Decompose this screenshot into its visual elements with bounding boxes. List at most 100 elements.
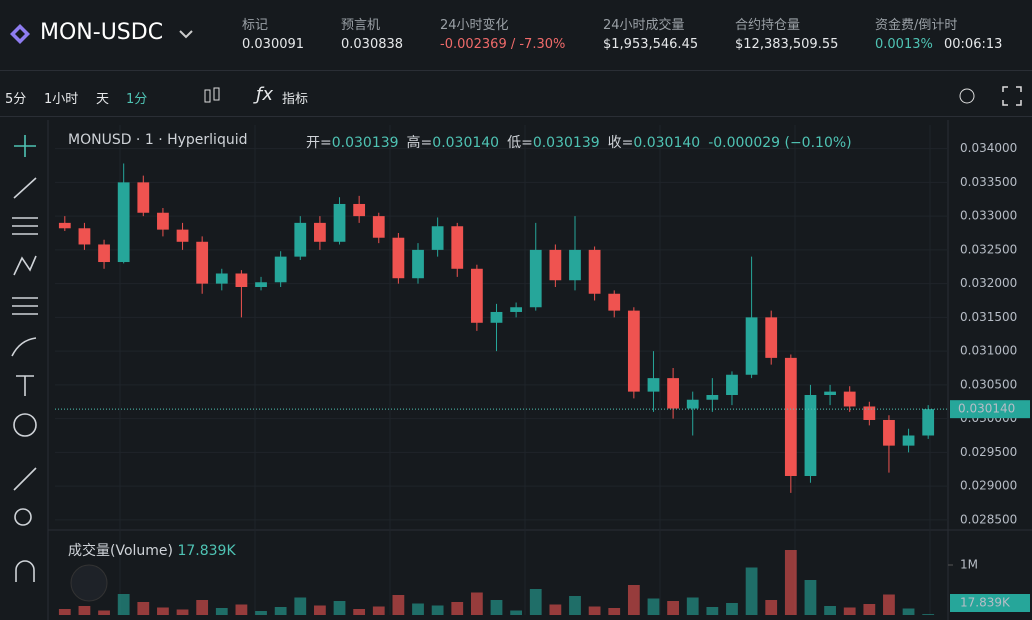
legend-name: MONUSD · 1 · Hyperliquid — [68, 132, 248, 148]
symbol-dropdown[interactable] — [178, 27, 194, 41]
header: MON-USDC 标记 0.030091 预言机 0.030838 24小时变化 -0.0… — [0, 0, 1032, 71]
volume-bar — [117, 594, 130, 615]
candle-body — [549, 249, 562, 281]
fx-icon[interactable]: ƒx — [256, 84, 273, 105]
magnet-tool[interactable] — [15, 560, 35, 582]
y-tick-label: 0.029000 — [960, 479, 1017, 493]
last-volume-label: 17.839K — [960, 596, 1011, 610]
volume-bar — [333, 601, 346, 615]
candle-body — [255, 282, 267, 287]
toolbar: 5分 1小时 天 1分 ƒx 指标 — [0, 76, 1032, 117]
brush-tool[interactable] — [11, 337, 37, 357]
volume-bar — [372, 606, 385, 615]
candle-body — [804, 395, 817, 476]
volume-bar — [78, 606, 91, 615]
candle-body — [176, 229, 189, 242]
indicators[interactable]: 指标 — [282, 92, 309, 107]
volume-bar — [157, 607, 169, 615]
volume-bar — [235, 604, 248, 615]
candle-body — [235, 273, 248, 287]
stat-label: 24小时成交量 — [603, 18, 685, 33]
interval[interactable]: 1小时 — [44, 92, 79, 107]
stat-value: -0.002369 / -7.30% — [440, 37, 566, 52]
emoji-tool[interactable] — [13, 413, 37, 437]
text-tool[interactable] — [16, 375, 34, 396]
y-tick-label: 0.029500 — [960, 445, 1017, 459]
candle-body — [883, 419, 895, 446]
line-tool[interactable] — [13, 177, 37, 199]
symbol[interactable]: MON-USDC — [40, 20, 164, 45]
volume-bar — [196, 600, 209, 615]
settings-icon[interactable] — [956, 84, 980, 108]
y-tick-label: 0.034000 — [960, 141, 1017, 155]
volume-bar — [608, 608, 621, 615]
volume-bar — [588, 606, 601, 615]
volume-bar — [883, 594, 895, 615]
legend-value: 0.030140 — [633, 135, 701, 151]
candle-body — [157, 212, 169, 230]
candle-body — [569, 249, 581, 281]
fib-tool[interactable] — [12, 217, 38, 235]
legend-change: -0.000029 (−0.10%) — [708, 135, 852, 151]
candle-body — [922, 409, 935, 436]
volume-bar — [215, 608, 228, 615]
candle-body — [470, 268, 483, 323]
interval[interactable]: 天 — [96, 92, 110, 107]
last-volume-tag — [950, 594, 1030, 612]
volume-bar — [470, 592, 483, 615]
stat-value: $12,383,509.55 — [735, 37, 839, 52]
legend-value: 0.030139 — [331, 135, 399, 151]
candle-body — [510, 307, 523, 312]
projection-tool[interactable] — [12, 297, 38, 315]
countdown: 00:06:13 — [944, 37, 1003, 52]
stat-value: $1,953,546.45 — [603, 37, 699, 52]
fullscreen-icon[interactable] — [1000, 84, 1024, 108]
interval-active[interactable]: 1分 — [126, 92, 148, 107]
y-tick-label: 0.031000 — [960, 344, 1017, 358]
stat-value: 0.030838 — [341, 37, 404, 52]
candle-body — [294, 222, 307, 257]
y-tick-label: 0.033000 — [960, 209, 1017, 223]
volume-tick-label: 1M — [960, 558, 978, 572]
legend-key: 高= — [406, 135, 433, 151]
volume-bar — [804, 580, 817, 615]
y-tick-label: 0.030500 — [960, 377, 1017, 391]
stat-value: 0.030091 — [242, 37, 305, 52]
volume-bar — [294, 597, 307, 615]
candle-body — [627, 310, 640, 392]
drawing-tools — [11, 135, 38, 582]
volume-bar — [686, 597, 699, 615]
volume-bar — [451, 602, 464, 615]
candle-body — [706, 395, 719, 400]
candle-body — [117, 182, 130, 263]
volume-bar — [824, 606, 836, 615]
volume-bar — [784, 550, 797, 615]
volume-bar — [176, 609, 189, 615]
volume-bar — [726, 603, 738, 615]
candle-body — [902, 435, 915, 446]
legend-key: 开= — [306, 135, 332, 151]
candle-body — [451, 226, 464, 269]
candle-body — [843, 391, 856, 407]
candle-body — [353, 203, 366, 217]
candle-body — [98, 244, 110, 263]
volume-bar — [412, 603, 424, 615]
volume-bar — [255, 611, 267, 615]
y-tick-label: 0.031500 — [960, 310, 1017, 324]
y-tick-label: 0.032500 — [960, 242, 1017, 256]
ruler-tool[interactable] — [13, 467, 37, 491]
candle-body — [412, 249, 424, 279]
volume-legend: 成交量(Volume) 17.839K — [68, 540, 236, 560]
candle-body — [58, 222, 71, 229]
stat-label: 合约持仓量 — [735, 18, 801, 33]
candle-body — [392, 237, 405, 279]
candle-body — [490, 311, 503, 323]
pattern-tool[interactable] — [13, 255, 37, 276]
volume-bar — [667, 601, 679, 615]
volume-bar — [431, 605, 444, 615]
chart-type-icon[interactable] — [200, 84, 224, 108]
zoom-tool[interactable] — [14, 508, 32, 526]
interval[interactable]: 5分 — [5, 92, 27, 107]
crosshair-tool[interactable] — [14, 135, 36, 157]
